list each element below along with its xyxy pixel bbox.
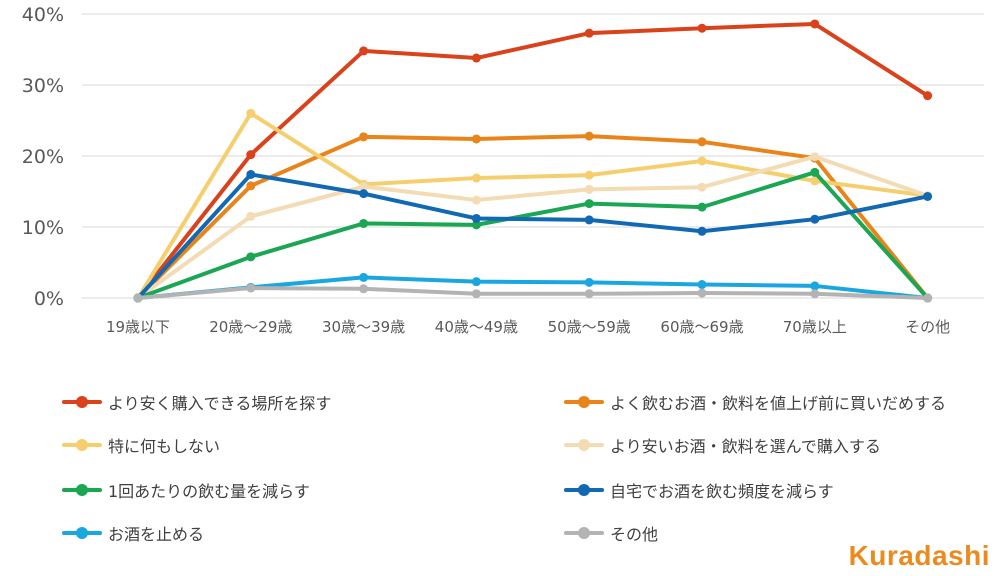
x-tick-label: 20歳～29歳 bbox=[209, 318, 292, 336]
data-point bbox=[697, 182, 707, 192]
x-tick-label: その他 bbox=[905, 318, 950, 336]
data-point bbox=[697, 137, 707, 147]
series-line-3 bbox=[136, 111, 930, 300]
legend-label: 1回あたりの飲む量を減らす bbox=[108, 482, 310, 501]
data-point bbox=[246, 150, 256, 160]
data-point bbox=[923, 293, 933, 303]
data-point bbox=[471, 53, 481, 63]
data-point bbox=[697, 280, 707, 290]
legend-swatch bbox=[564, 396, 604, 408]
data-point bbox=[697, 226, 707, 236]
data-point bbox=[810, 281, 820, 291]
data-point bbox=[810, 176, 820, 186]
data-point bbox=[246, 283, 256, 293]
series-line-6 bbox=[136, 172, 930, 300]
data-point bbox=[471, 173, 481, 183]
y-tick-label: 10% bbox=[22, 217, 64, 239]
legend-item: お酒を止める bbox=[62, 521, 204, 545]
data-point bbox=[246, 252, 256, 262]
data-point bbox=[246, 108, 256, 118]
series-line-7 bbox=[136, 275, 930, 300]
legend-swatch bbox=[62, 484, 102, 496]
legend-label: お酒を止める bbox=[108, 525, 205, 544]
data-point bbox=[584, 277, 594, 287]
kuradashi-logo: Kuradashi bbox=[848, 540, 990, 571]
data-point bbox=[359, 189, 369, 199]
legend-swatch bbox=[62, 396, 102, 408]
legend-label: 特に何もしない bbox=[108, 437, 221, 456]
data-point bbox=[471, 195, 481, 205]
data-point bbox=[584, 184, 594, 194]
series-line-2 bbox=[136, 134, 930, 300]
data-point bbox=[359, 182, 369, 192]
data-point bbox=[810, 214, 820, 224]
legend-item: よく飲むお酒・飲料を値上げ前に買いだめする bbox=[564, 390, 946, 414]
data-point bbox=[359, 132, 369, 142]
data-point bbox=[246, 181, 256, 191]
data-point bbox=[471, 289, 481, 299]
data-point bbox=[471, 277, 481, 287]
x-tick-label: 30歳～39歳 bbox=[322, 318, 405, 336]
data-point bbox=[471, 134, 481, 144]
legend-swatch bbox=[62, 439, 102, 451]
data-point bbox=[810, 152, 820, 162]
legend-swatch bbox=[564, 527, 604, 539]
legend-item: 1回あたりの飲む量を減らす bbox=[62, 478, 310, 502]
data-point bbox=[810, 289, 820, 299]
legend-item: その他 bbox=[564, 521, 658, 545]
data-point bbox=[697, 202, 707, 212]
legend-item: より安く購入できる場所を探す bbox=[62, 390, 331, 414]
data-point bbox=[133, 293, 143, 303]
data-point bbox=[923, 191, 933, 201]
legend-swatch bbox=[62, 527, 102, 539]
data-point bbox=[246, 211, 256, 221]
series-line-4 bbox=[136, 154, 930, 300]
series-line-1 bbox=[136, 21, 930, 300]
y-tick-label: 40% bbox=[22, 4, 64, 26]
legend-item: 自宅でお酒を飲む頻度を減らす bbox=[564, 478, 834, 502]
data-point bbox=[810, 167, 820, 177]
data-point bbox=[359, 272, 369, 282]
data-point bbox=[584, 215, 594, 225]
legend-item: 特に何もしない bbox=[62, 433, 220, 457]
x-tick-label: 19歳以下 bbox=[106, 318, 170, 336]
y-tick-label: 30% bbox=[22, 75, 64, 97]
legend-item: より安いお酒・飲料を選んで購入する bbox=[564, 433, 881, 457]
legend-swatch bbox=[564, 439, 604, 451]
x-tick-label: 70歳以上 bbox=[783, 318, 847, 336]
data-point bbox=[584, 289, 594, 299]
data-point bbox=[697, 23, 707, 33]
x-tick-label: 60歳～69歳 bbox=[660, 318, 743, 336]
data-point bbox=[584, 28, 594, 38]
data-point bbox=[359, 284, 369, 294]
legend-label: 自宅でお酒を飲む頻度を減らす bbox=[610, 482, 834, 501]
data-point bbox=[584, 199, 594, 209]
legend-label: より安いお酒・飲料を選んで購入する bbox=[610, 437, 881, 456]
data-point bbox=[471, 213, 481, 223]
data-point bbox=[697, 156, 707, 166]
legend-swatch bbox=[564, 484, 604, 496]
x-tick-label: 50歳～59歳 bbox=[548, 318, 631, 336]
series-line-5 bbox=[136, 170, 930, 300]
data-point bbox=[923, 91, 933, 101]
legend-label: その他 bbox=[610, 525, 659, 544]
data-point bbox=[246, 169, 256, 179]
data-point bbox=[810, 19, 820, 29]
legend-label: より安く購入できる場所を探す bbox=[108, 394, 332, 413]
data-point bbox=[584, 170, 594, 180]
data-point bbox=[471, 220, 481, 230]
y-tick-label: 20% bbox=[22, 146, 64, 168]
y-tick-label: 0% bbox=[34, 288, 64, 310]
data-point bbox=[359, 218, 369, 228]
data-point bbox=[584, 131, 594, 141]
x-tick-label: 40歳～49歳 bbox=[435, 318, 518, 336]
data-point bbox=[359, 46, 369, 56]
line-chart: 0% 10% 20% 30% 40% 19歳以下 20歳～29歳 30歳～39歳 40歳～49歳… bbox=[22, 4, 984, 336]
legend-label: よく飲むお酒・飲料を値上げ前に買いだめする bbox=[610, 394, 947, 413]
series-line-8 bbox=[136, 286, 930, 300]
data-point bbox=[697, 288, 707, 298]
